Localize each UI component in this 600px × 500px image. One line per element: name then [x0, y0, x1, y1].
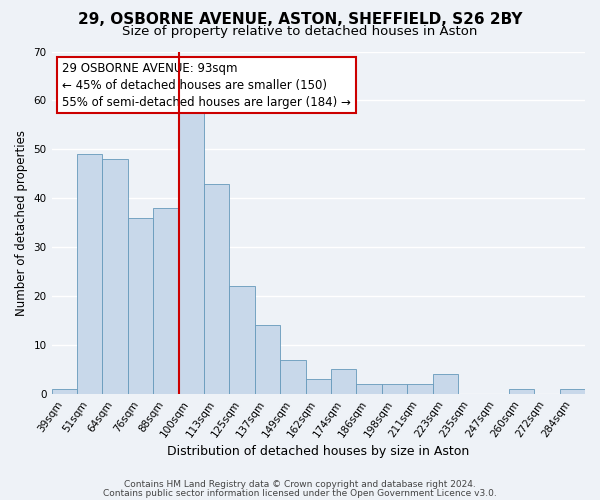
- Text: Size of property relative to detached houses in Aston: Size of property relative to detached ho…: [122, 25, 478, 38]
- Bar: [509, 389, 534, 394]
- Bar: [179, 110, 204, 394]
- Bar: [407, 384, 433, 394]
- Bar: [255, 326, 280, 394]
- Bar: [128, 218, 153, 394]
- Bar: [560, 389, 585, 394]
- Bar: [153, 208, 179, 394]
- Bar: [204, 184, 229, 394]
- Bar: [382, 384, 407, 394]
- Bar: [305, 379, 331, 394]
- Bar: [280, 360, 305, 394]
- Text: 29, OSBORNE AVENUE, ASTON, SHEFFIELD, S26 2BY: 29, OSBORNE AVENUE, ASTON, SHEFFIELD, S2…: [78, 12, 522, 28]
- Bar: [356, 384, 382, 394]
- Text: Contains HM Land Registry data © Crown copyright and database right 2024.: Contains HM Land Registry data © Crown c…: [124, 480, 476, 489]
- Text: Contains public sector information licensed under the Open Government Licence v3: Contains public sector information licen…: [103, 490, 497, 498]
- Bar: [52, 389, 77, 394]
- Bar: [331, 370, 356, 394]
- X-axis label: Distribution of detached houses by size in Aston: Distribution of detached houses by size …: [167, 444, 469, 458]
- Bar: [103, 159, 128, 394]
- Y-axis label: Number of detached properties: Number of detached properties: [15, 130, 28, 316]
- Text: 29 OSBORNE AVENUE: 93sqm
← 45% of detached houses are smaller (150)
55% of semi-: 29 OSBORNE AVENUE: 93sqm ← 45% of detach…: [62, 62, 351, 109]
- Bar: [433, 374, 458, 394]
- Bar: [77, 154, 103, 394]
- Bar: [229, 286, 255, 394]
